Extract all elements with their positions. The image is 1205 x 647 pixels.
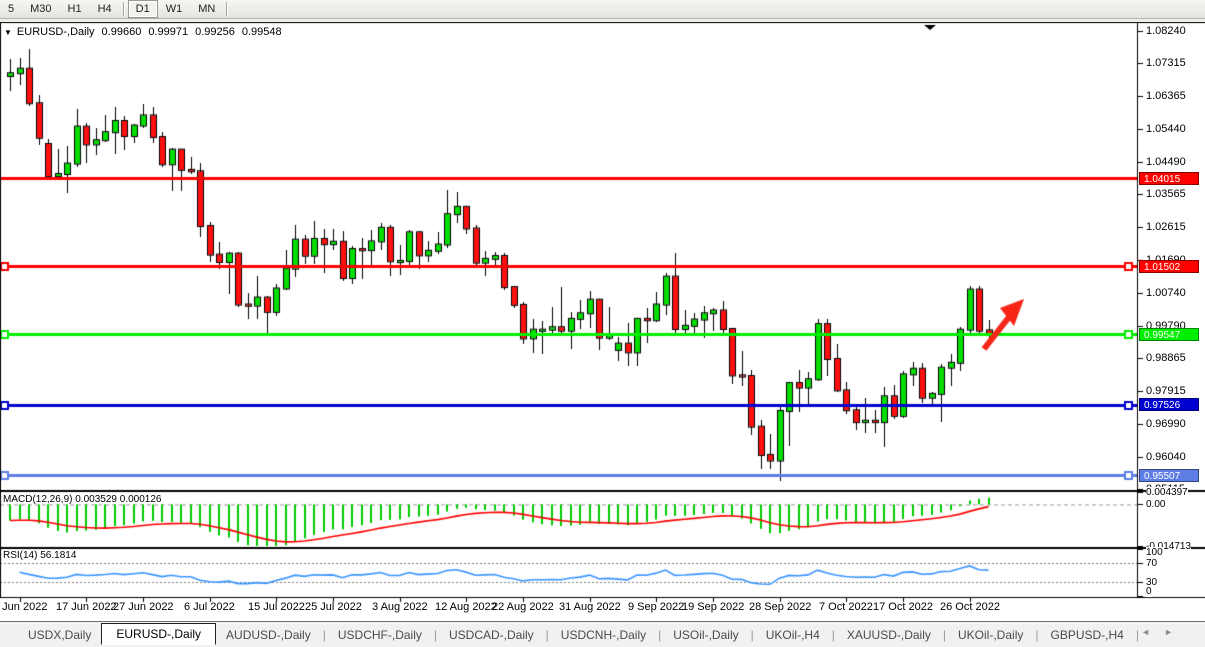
toolbar-separator — [122, 2, 125, 16]
date-axis-tick: 27 Jun 2022 — [113, 601, 174, 613]
price-axis-tick: 1.03565 — [1146, 188, 1186, 200]
ohlc-low: 0.99256 — [195, 26, 235, 38]
hline-price-label: 0.97526 — [1139, 398, 1199, 411]
hline-price-label: 1.01502 — [1139, 260, 1199, 273]
symbol-dropdown-icon[interactable]: ▼ — [4, 27, 12, 37]
date-axis-tick: 15 Jul 2022 — [248, 601, 305, 613]
price-axis-tick: 1.02615 — [1146, 221, 1186, 233]
chart-tab-usoil-daily[interactable]: USOil-,Daily — [673, 627, 739, 642]
macd-axis-tick: 0.004397 — [1146, 487, 1188, 498]
date-axis-tick: 17 Jun 2022 — [56, 601, 117, 613]
date-axis-tick: 19 Sep 2022 — [682, 601, 745, 613]
tab-separator: | — [658, 627, 662, 642]
hline-price-label: 0.95507 — [1139, 469, 1199, 482]
hline-price-label: 1.04015 — [1139, 172, 1199, 185]
chart-symbol-label: EURUSD-,Daily — [16, 26, 95, 38]
price-axis-tick: 0.96990 — [1146, 418, 1186, 430]
date-axis-tick: 22 Aug 2022 — [492, 601, 554, 613]
price-axis-tick: 1.08240 — [1146, 25, 1186, 37]
timeframe-button-mn[interactable]: MN — [198, 3, 216, 15]
date-axis-tick: 17 Oct 2022 — [873, 601, 933, 613]
toolbar-gap — [0, 19, 1205, 22]
tab-separator: | — [433, 627, 437, 642]
chart-tab-bar: USDX,Daily EURUSD-,Daily AUDUSD-,Daily | USD… — [0, 621, 1205, 647]
ohlc-close: 0.99548 — [241, 26, 282, 38]
macd-axis-tick: -0.014713 — [1146, 541, 1192, 552]
tab-separator: | — [1135, 627, 1139, 642]
date-axis-tick: 9 Sep 2022 — [628, 601, 685, 613]
timeframe-button-h4[interactable]: H4 — [97, 3, 112, 15]
timeframe-toolbar: 5 M30 H1 H4 D1 W1 MN — [0, 0, 1205, 19]
price-axis-tick: 0.98865 — [1146, 352, 1186, 364]
date-axis-tick: 26 Oct 2022 — [940, 601, 1000, 613]
price-axis-tick: 1.07315 — [1146, 57, 1186, 69]
tab-separator: | — [750, 627, 754, 642]
date-axis-tick: 8 Jun 2022 — [0, 601, 48, 613]
tab-scroll-controls: ◄► — [1141, 627, 1187, 637]
ohlc-high: 0.99971 — [148, 26, 189, 38]
rsi-axis-tick: 70 — [1146, 558, 1158, 569]
tab-scroll-right-icon[interactable]: ► — [1164, 627, 1187, 637]
rsi-axis-tick: 0 — [1146, 586, 1152, 597]
tab-scroll-left-icon[interactable]: ◄ — [1141, 627, 1165, 637]
timeframe-button-m30[interactable]: M30 — [30, 3, 52, 15]
chart-tab-ukoil-h4[interactable]: UKOil-,H4 — [765, 627, 820, 642]
price-axis-tick: 0.96040 — [1146, 451, 1186, 463]
chart-tab-usdx-daily[interactable]: USDX,Daily — [28, 627, 92, 642]
chart-tab-gbpusd-h4[interactable]: GBPUSD-,H4 — [1050, 627, 1124, 642]
timeframe-button-w1[interactable]: W1 — [165, 3, 183, 15]
price-axis-tick: 1.05440 — [1146, 123, 1186, 135]
chart-tab-usdcnh-daily[interactable]: USDCNH-,Daily — [560, 627, 647, 642]
chart-tab-xauusd-daily[interactable]: XAUUSD-,Daily — [846, 627, 931, 642]
hline-price-label: 0.99547 — [1139, 328, 1199, 341]
tab-separator: | — [1035, 627, 1039, 642]
chart-tab-usdcad-daily[interactable]: USDCAD-,Daily — [448, 627, 534, 642]
tab-separator: | — [322, 627, 326, 642]
rsi-indicator-label: RSI(14) 56.1814 — [3, 550, 77, 561]
date-axis-tick: 31 Aug 2022 — [559, 601, 621, 613]
tab-separator: | — [545, 627, 549, 642]
rsi-axis-tick: 100 — [1146, 547, 1163, 558]
macd-axis-tick: 0.00 — [1146, 499, 1166, 510]
price-axis-tick: 1.00740 — [1146, 287, 1186, 299]
date-axis-tick: 6 Jul 2022 — [184, 601, 235, 613]
tab-separator: | — [942, 627, 947, 642]
macd-indicator-label: MACD(12,26,9) 0.003529 0.000126 — [3, 494, 162, 505]
price-axis-tick: 1.06365 — [1146, 90, 1186, 102]
chart-tab-audusd-daily[interactable]: AUDUSD-,Daily — [226, 627, 311, 642]
tab-separator: | — [831, 627, 835, 642]
date-axis-tick: 7 Oct 2022 — [819, 601, 873, 613]
date-axis-tick: 25 Jul 2022 — [305, 601, 362, 613]
date-axis-tick: 3 Aug 2022 — [372, 601, 428, 613]
chart-tab-usdchf-daily[interactable]: USDCHF-,Daily — [337, 627, 422, 642]
timeframe-button-5[interactable]: 5 — [8, 3, 15, 15]
rsi-axis-tick: 30 — [1146, 577, 1158, 588]
ohlc-open: 0.99660 — [101, 26, 142, 38]
chart-tab-ukoil-daily[interactable]: UKOil-,Daily — [958, 627, 1024, 642]
chart-canvas[interactable] — [0, 22, 1205, 620]
chart-title: ▼ EURUSD-,Daily 0.99660 0.99971 0.99256 … — [4, 26, 282, 38]
date-axis-tick: 12 Aug 2022 — [435, 601, 497, 613]
toolbar-separator — [226, 2, 229, 16]
timeframe-button-h1[interactable]: H1 — [67, 3, 82, 15]
price-axis-tick: 1.04490 — [1146, 156, 1186, 168]
timeframe-button-d1[interactable]: D1 — [127, 0, 158, 18]
date-axis-tick: 28 Sep 2022 — [749, 601, 812, 613]
price-axis-tick: 0.97915 — [1146, 385, 1186, 397]
chart-tab-eurusd-daily[interactable]: EURUSD-,Daily — [101, 622, 217, 645]
